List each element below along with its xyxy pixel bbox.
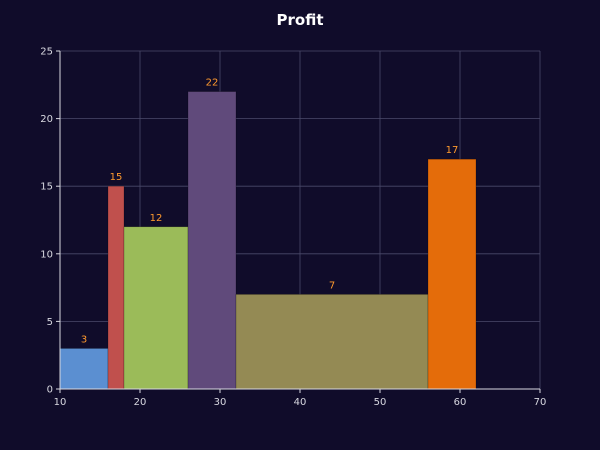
y-tick-label: 10 — [40, 249, 53, 260]
bar — [187, 91, 237, 390]
bar-layer — [59, 91, 477, 390]
bar — [59, 348, 109, 390]
bar-value-label: 22 — [206, 78, 219, 89]
bar-value-label: 3 — [81, 334, 87, 345]
bar — [235, 294, 429, 390]
x-tick-label: 30 — [214, 397, 227, 408]
bar-value-label: 15 — [110, 172, 123, 183]
y-tick-label: 5 — [47, 317, 53, 328]
chart-title: Profit — [277, 11, 324, 29]
x-tick-label: 50 — [374, 397, 387, 408]
x-tick-label: 40 — [294, 397, 307, 408]
bar-value-label: 7 — [329, 280, 335, 291]
x-tick-label: 20 — [134, 397, 147, 408]
data-label-layer: 3 15 12 22 7 17 — [81, 78, 459, 346]
bar — [107, 185, 125, 390]
y-tick-label: 15 — [40, 182, 53, 193]
x-tick-label: 60 — [454, 397, 467, 408]
x-tick-label: 10 — [54, 397, 67, 408]
axis-layer: 0 5 10 15 20 25 10 20 30 40 50 60 70 — [40, 47, 546, 409]
bar-value-label: 17 — [446, 145, 459, 156]
bar-value-label: 12 — [150, 213, 163, 224]
bar — [427, 158, 477, 390]
y-tick-label: 0 — [47, 385, 53, 396]
x-tick-label: 70 — [534, 397, 547, 408]
bar — [123, 226, 189, 390]
y-tick-label: 25 — [40, 47, 53, 58]
y-tick-label: 20 — [40, 114, 53, 125]
